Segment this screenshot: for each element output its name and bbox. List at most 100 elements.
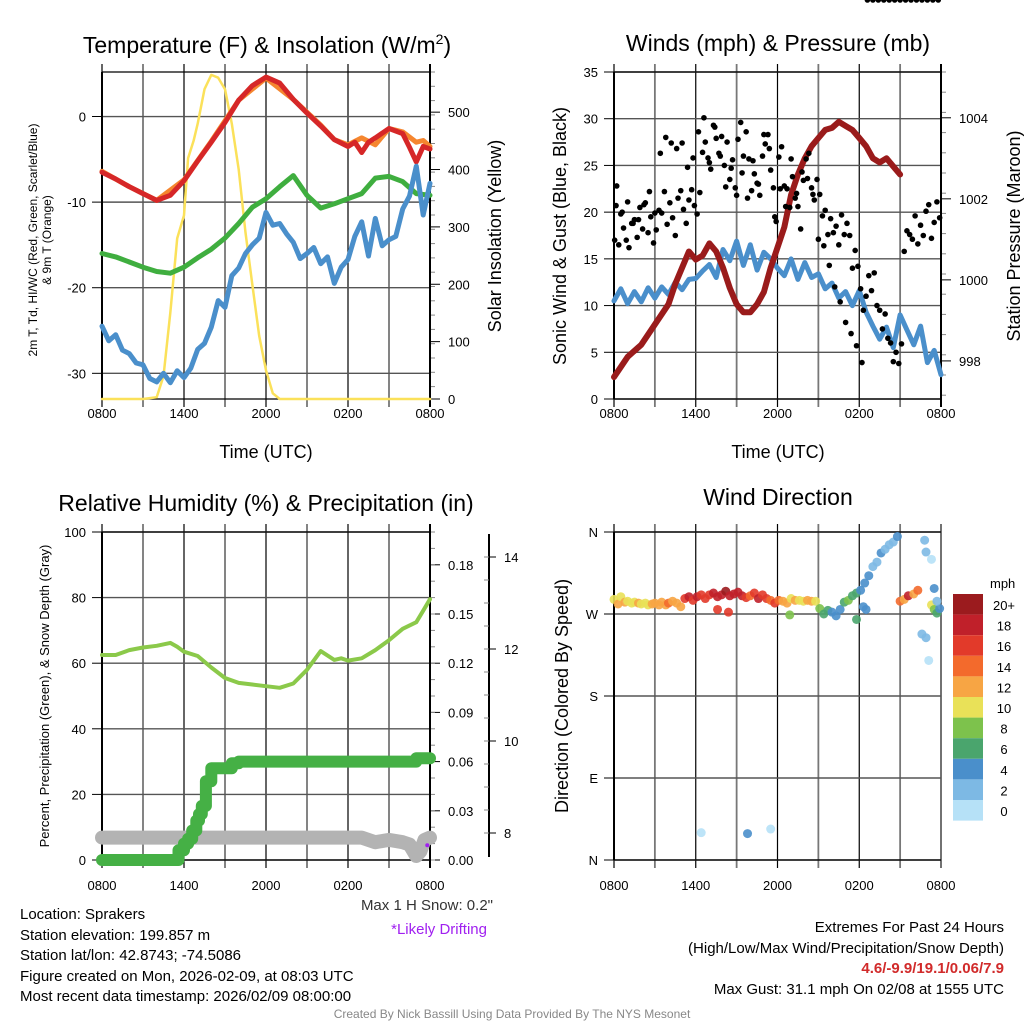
x-tick-label: 2000 <box>763 406 792 421</box>
y-tick-label: E <box>589 771 598 786</box>
y-tick-label: W <box>586 607 599 622</box>
gust-point <box>680 206 687 213</box>
gust-point <box>673 145 680 152</box>
gust-point <box>776 154 782 160</box>
temp-xlabel: Time (UTC) <box>219 442 312 462</box>
gust-point <box>662 134 669 141</box>
gust-point <box>718 133 725 140</box>
gust-point <box>641 201 647 208</box>
legend-label: 4 <box>1000 763 1007 778</box>
gust-point <box>864 0 871 3</box>
direction-point <box>920 535 930 545</box>
y-tick-label: 15 <box>584 252 598 267</box>
direction-point <box>723 607 733 617</box>
gust-point <box>928 235 935 242</box>
x-tick-label: 0800 <box>600 406 629 421</box>
x-tick-label: 2000 <box>252 406 281 421</box>
x-tick-label: 2000 <box>252 878 281 893</box>
gust-point <box>792 195 799 201</box>
gust-point <box>658 210 665 216</box>
gust-point <box>667 200 673 206</box>
wind-ylabel-right: Station Pressure (Maroon) <box>1004 130 1024 341</box>
gust-point <box>750 157 756 164</box>
gust-point <box>863 293 869 300</box>
legend-label: 20+ <box>993 598 1015 613</box>
gust-point <box>871 270 878 276</box>
gust-point <box>906 231 913 238</box>
x-tick-label: 0200 <box>334 406 363 421</box>
gust-point <box>830 229 837 236</box>
gust-point <box>756 192 763 199</box>
y-tick-label: 5 <box>591 345 598 360</box>
y2-tick-label: 400 <box>448 163 470 178</box>
gust-point <box>875 0 882 3</box>
y2-tick-label: 0.15 <box>448 607 473 622</box>
gust-point <box>789 173 796 180</box>
x-tick-label: 0800 <box>600 878 629 893</box>
y2-tick-label: 1002 <box>959 192 988 207</box>
gust-point <box>619 209 625 215</box>
gust-point <box>930 0 936 3</box>
gust-point <box>870 0 876 3</box>
direction-point <box>811 596 821 606</box>
direction-point <box>913 585 923 595</box>
gust-point <box>721 162 728 169</box>
direction-point <box>924 655 934 665</box>
gust-point <box>811 197 818 203</box>
temp-chart-title: Temperature (F) & Insolation (W/m2) <box>83 31 451 58</box>
legend-label: 2 <box>1000 783 1007 798</box>
gust-point <box>737 119 744 126</box>
gust-point <box>684 164 691 171</box>
y2-tick-label: 300 <box>448 220 470 235</box>
legend-swatch <box>953 800 983 821</box>
gust-point <box>815 236 822 243</box>
y3-tick-label: 10 <box>504 734 518 749</box>
series-relative-humidity <box>100 597 432 690</box>
figure-created: Figure created on Mon, 2026-02-09, at 08… <box>20 967 354 985</box>
y2-tick-label: 0.06 <box>448 755 473 770</box>
direction-point <box>935 604 945 614</box>
series-pressure <box>611 118 904 381</box>
gust-point <box>891 0 898 3</box>
y-tick-label: 0 <box>591 392 598 407</box>
direction-point <box>743 829 753 839</box>
gust-point <box>821 242 827 249</box>
x-tick-label: 0800 <box>416 878 445 893</box>
direction-point <box>872 557 882 567</box>
gust-point <box>647 214 654 220</box>
y-tick-label: 30 <box>584 112 598 127</box>
gust-point <box>848 330 854 337</box>
series-td <box>99 173 433 276</box>
gust-point <box>735 136 741 143</box>
gust-point <box>770 185 777 191</box>
y-tick-label: 35 <box>584 65 598 80</box>
legend-title: mph <box>990 576 1015 591</box>
gust-point <box>925 201 932 208</box>
legend-label: 18 <box>997 619 1011 634</box>
gust-point <box>634 234 640 241</box>
gust-point <box>701 114 707 121</box>
gust-point <box>879 326 886 332</box>
gust-point <box>652 210 658 216</box>
gust-point <box>635 216 642 223</box>
extremes-title: Extremes For Past 24 Hours <box>814 919 1004 936</box>
gust-point <box>846 232 853 239</box>
location: Location: Sprakers <box>20 906 146 923</box>
gust-point <box>837 299 843 305</box>
gust-point <box>748 187 755 194</box>
gust-point <box>679 140 685 146</box>
x-tick-label: 1400 <box>170 878 199 893</box>
gust-point <box>876 307 883 314</box>
gust-point <box>797 226 804 232</box>
wind-ylabel: Sonic Wind & Gust (Blue, Black) <box>550 107 570 365</box>
gust-point <box>920 232 927 239</box>
y2-tick-label: 100 <box>448 335 470 350</box>
y-tick-label: N <box>589 525 598 540</box>
gust-point <box>912 213 918 219</box>
gust-point <box>686 197 692 203</box>
legend-label: 12 <box>997 680 1011 695</box>
gust-point <box>893 349 899 356</box>
y-tick-label: -20 <box>67 281 86 296</box>
gust-point <box>706 159 713 166</box>
